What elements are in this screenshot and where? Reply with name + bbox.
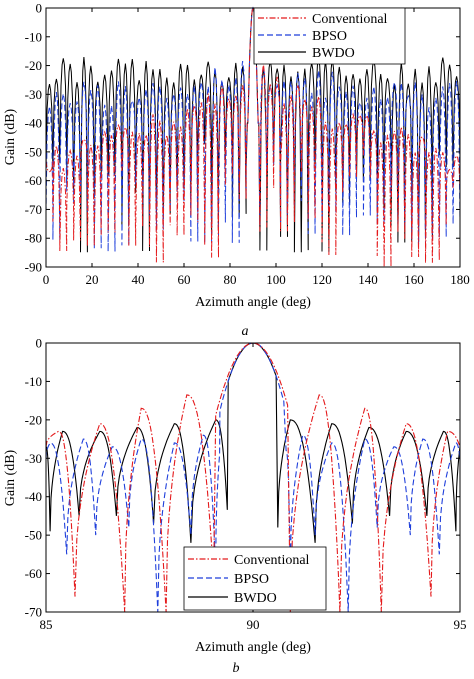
legend-a: Conventional BPSO BWDO: [253, 7, 406, 65]
y-tick-label-a: -20: [25, 58, 42, 73]
x-tick-label-a: 80: [224, 272, 237, 287]
y-tick-label-a: -90: [25, 260, 42, 275]
x-tick-label-a: 0: [43, 272, 50, 287]
y-tick-label-b: -60: [25, 566, 42, 581]
y-tick-label-a: 0: [36, 1, 43, 16]
legend-label-conventional-a: Conventional: [312, 12, 388, 27]
y-tick-label-b: -70: [25, 605, 42, 620]
y-tick-label-a: -10: [25, 29, 42, 44]
x-axis-label-a: Azimuth angle (deg): [195, 295, 311, 310]
legend-b: Conventional BPSO BWDO: [183, 546, 327, 611]
x-tick-label-a: 180: [450, 272, 470, 287]
y-tick-label-a: -80: [25, 231, 42, 246]
x-tick-label-a: 40: [132, 272, 145, 287]
y-tick-label-b: -50: [25, 528, 42, 543]
chart-panel-a: 0 20 40 60 80 100 120 140 160 180 0 -10 -20 -30 -40 -50…: [3, 1, 470, 340]
x-tick-label-b: 95: [454, 617, 467, 632]
legend-label-conventional-b: Conventional: [234, 553, 310, 568]
panel-caption-b: b: [233, 661, 240, 676]
y-tick-label-b: -20: [25, 412, 42, 427]
legend-label-bwdo-a: BWDO: [312, 46, 355, 61]
x-tick-label-a: 60: [178, 272, 191, 287]
legend-label-bpso-b: BPSO: [234, 572, 269, 587]
legend-label-bpso-a: BPSO: [312, 29, 347, 44]
axes-frame-a: [45, 7, 461, 268]
x-tick-label-a: 160: [404, 272, 424, 287]
y-tick-label-a: -30: [25, 87, 42, 102]
y-tick-label-a: -70: [25, 202, 42, 217]
chart-panel-b: 85 90 95 0 -10 -20 -30 -40 -50 -60 -70 Azimuth ang…: [3, 336, 467, 677]
x-tick-label-a: 20: [86, 272, 99, 287]
x-tick-label-a: 140: [358, 272, 378, 287]
y-axis-label-b: Gain (dB): [3, 449, 18, 506]
y-tick-label-b: 0: [36, 336, 43, 351]
x-tick-label-b: 90: [247, 617, 260, 632]
ticks-b: 85 90 95 0 -10 -20 -30 -40 -50 -60 -70: [25, 336, 467, 633]
x-tick-label-a: 120: [312, 272, 332, 287]
legend-box-a: [253, 7, 406, 65]
panel-caption-a: a: [242, 324, 249, 339]
x-axis-label-b: Azimuth angle (deg): [195, 640, 311, 655]
y-tick-label-a: -40: [25, 116, 42, 131]
y-tick-label-b: -10: [25, 374, 42, 389]
y-tick-label-a: -50: [25, 144, 42, 159]
series-line-a-conventional: [45, 6, 461, 267]
y-tick-label-b: -40: [25, 489, 42, 504]
y-tick-label-a: -60: [25, 173, 42, 188]
legend-label-bwdo-b: BWDO: [234, 591, 277, 606]
y-axis-label-a: Gain (dB): [3, 108, 18, 165]
y-tick-label-b: -30: [25, 451, 42, 466]
ticks-a: 0 20 40 60 80 100 120 140 160 180 0 -10 -20 -30 -40 -50…: [25, 1, 470, 288]
x-tick-label-a: 100: [266, 272, 286, 287]
x-tick-label-b: 85: [40, 617, 53, 632]
